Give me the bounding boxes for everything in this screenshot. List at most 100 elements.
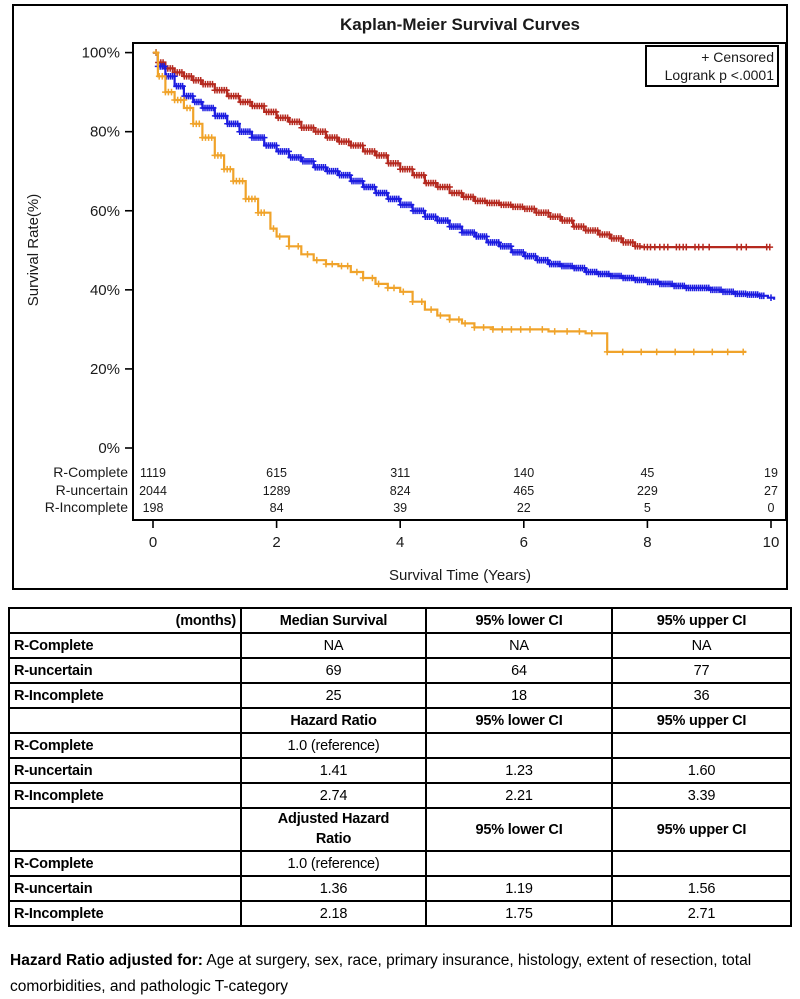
value-cell: 1.56 xyxy=(611,875,792,903)
at-risk-count: 465 xyxy=(513,484,534,498)
table-row: R-Incomplete 2.18 1.75 2.71 xyxy=(8,900,792,928)
table-row: R-uncertain 1.41 1.23 1.60 xyxy=(8,757,792,784)
at-risk-count: 5 xyxy=(644,501,651,515)
table-section-header: Adjusted Hazard Ratio 95% lower CI 95% upp… xyxy=(8,806,792,853)
row-label-cell: R-uncertain xyxy=(8,757,242,784)
at-risk-count: 27 xyxy=(764,484,778,498)
x-axis-title: Survival Time (Years) xyxy=(389,567,531,584)
value-cell: 1.75 xyxy=(425,900,613,928)
value-cell: NA xyxy=(425,632,613,659)
chart-title: Kaplan-Meier Survival Curves xyxy=(340,15,580,34)
value-cell: 3.39 xyxy=(611,782,792,809)
header-cell xyxy=(8,707,242,734)
footnote: Hazard Ratio adjusted for: Age at surger… xyxy=(10,948,792,999)
row-label-cell: R-Incomplete xyxy=(8,782,242,809)
y-tick-label: 100% xyxy=(82,45,120,62)
value-cell: NA xyxy=(611,632,792,659)
y-tick-label: 60% xyxy=(90,203,120,220)
legend-box xyxy=(645,45,779,87)
table-row: R-Complete NA NA NA xyxy=(8,632,792,659)
header-cell: 95% upper CI xyxy=(611,806,792,853)
x-tick-label: 0 xyxy=(149,534,157,551)
at-risk-count: 45 xyxy=(640,466,654,480)
at-risk-row-label: R-uncertain xyxy=(56,482,128,498)
at-risk-count: 615 xyxy=(266,466,287,480)
value-cell: 25 xyxy=(240,682,427,709)
at-risk-count: 19 xyxy=(764,466,778,480)
value-cell: 2.21 xyxy=(425,782,613,809)
legend-censored-label: + Censored xyxy=(701,49,774,65)
table-row: R-uncertain 1.36 1.19 1.56 xyxy=(8,875,792,903)
stats-table: (months) Median Survival 95% lower CI 95% u… xyxy=(8,607,792,928)
table-row: R-Complete 1.0 (reference) xyxy=(8,850,792,878)
value-cell: 1.41 xyxy=(240,757,427,784)
header-cell: (months) xyxy=(8,607,242,634)
at-risk-count: 84 xyxy=(270,501,284,515)
header-cell: Median Survival xyxy=(240,607,427,634)
value-cell: 36 xyxy=(611,682,792,709)
value-cell: 1.23 xyxy=(425,757,613,784)
x-tick-label: 10 xyxy=(763,534,780,551)
header-cell: 95% lower CI xyxy=(425,707,613,734)
at-risk-count: 229 xyxy=(637,484,658,498)
x-tick-label: 6 xyxy=(520,534,528,551)
at-risk-count: 824 xyxy=(390,484,411,498)
x-tick-label: 2 xyxy=(272,534,280,551)
at-risk-count: 0 xyxy=(768,501,775,515)
header-cell xyxy=(8,806,242,853)
table-row: R-Incomplete 2.74 2.21 3.39 xyxy=(8,782,792,809)
at-risk-row-label: R-Complete xyxy=(53,464,128,480)
footnote-lead: Hazard Ratio adjusted for: xyxy=(10,952,203,969)
value-cell xyxy=(425,850,613,878)
figure-border xyxy=(12,4,788,590)
value-cell: 1.19 xyxy=(425,875,613,903)
legend-logrank-label: Logrank p <.0001 xyxy=(665,67,775,83)
row-label-cell: R-Complete xyxy=(8,850,242,878)
y-tick-label: 40% xyxy=(90,282,120,299)
table-row: R-Complete 1.0 (reference) xyxy=(8,732,792,759)
table-row: R-Incomplete 25 18 36 xyxy=(8,682,792,709)
y-tick-label: 20% xyxy=(90,361,120,378)
row-label-cell: R-uncertain xyxy=(8,657,242,684)
header-cell: 95% upper CI xyxy=(611,707,792,734)
value-cell xyxy=(611,850,792,878)
value-cell: 1.0 (reference) xyxy=(240,732,427,759)
y-tick-label: 0% xyxy=(98,440,120,457)
table-section-header: (months) Median Survival 95% lower CI 95% u… xyxy=(8,607,792,634)
row-label-cell: R-Complete xyxy=(8,732,242,759)
row-label-cell: R-Incomplete xyxy=(8,682,242,709)
at-risk-count: 39 xyxy=(393,501,407,515)
footnote-body: Age at surgery, sex, race, primary insur… xyxy=(10,952,752,995)
row-label-cell: R-uncertain xyxy=(8,875,242,903)
value-cell xyxy=(425,732,613,759)
header-cell: 95% lower CI xyxy=(425,806,613,853)
censor-marks-r-incomplete xyxy=(152,49,747,356)
km-figure: Kaplan-Meier Survival Curves + Censored … xyxy=(12,4,788,590)
value-cell: 2.71 xyxy=(611,900,792,928)
row-label-cell: R-Incomplete xyxy=(8,900,242,928)
header-cell: 95% upper CI xyxy=(611,607,792,634)
at-risk-count: 1119 xyxy=(140,466,166,480)
value-cell: 69 xyxy=(240,657,427,684)
value-cell: 64 xyxy=(425,657,613,684)
at-risk-row-label: R-Incomplete xyxy=(45,499,128,515)
value-cell: 18 xyxy=(425,682,613,709)
value-cell: 77 xyxy=(611,657,792,684)
at-risk-count: 198 xyxy=(143,501,164,515)
at-risk-count: 1289 xyxy=(263,484,291,498)
at-risk-count: 2044 xyxy=(139,484,167,498)
header-cell: 95% lower CI xyxy=(425,607,613,634)
survival-curves xyxy=(152,49,776,356)
axes-ticks: 100% 80% 60% 40% 20% 0% 0 2 4 6 8 10 xyxy=(82,45,780,551)
at-risk-count: 311 xyxy=(390,466,410,480)
value-cell: 2.74 xyxy=(240,782,427,809)
plot-frame xyxy=(132,42,787,521)
header-cell: Adjusted Hazard Ratio xyxy=(240,806,427,853)
value-cell: 1.36 xyxy=(240,875,427,903)
value-cell xyxy=(611,732,792,759)
value-cell: 1.0 (reference) xyxy=(240,850,427,878)
y-axis-title: Survival Rate(%) xyxy=(25,194,42,307)
row-label-cell: R-Complete xyxy=(8,632,242,659)
header-cell: Hazard Ratio xyxy=(240,707,427,734)
x-tick-label: 8 xyxy=(643,534,651,551)
